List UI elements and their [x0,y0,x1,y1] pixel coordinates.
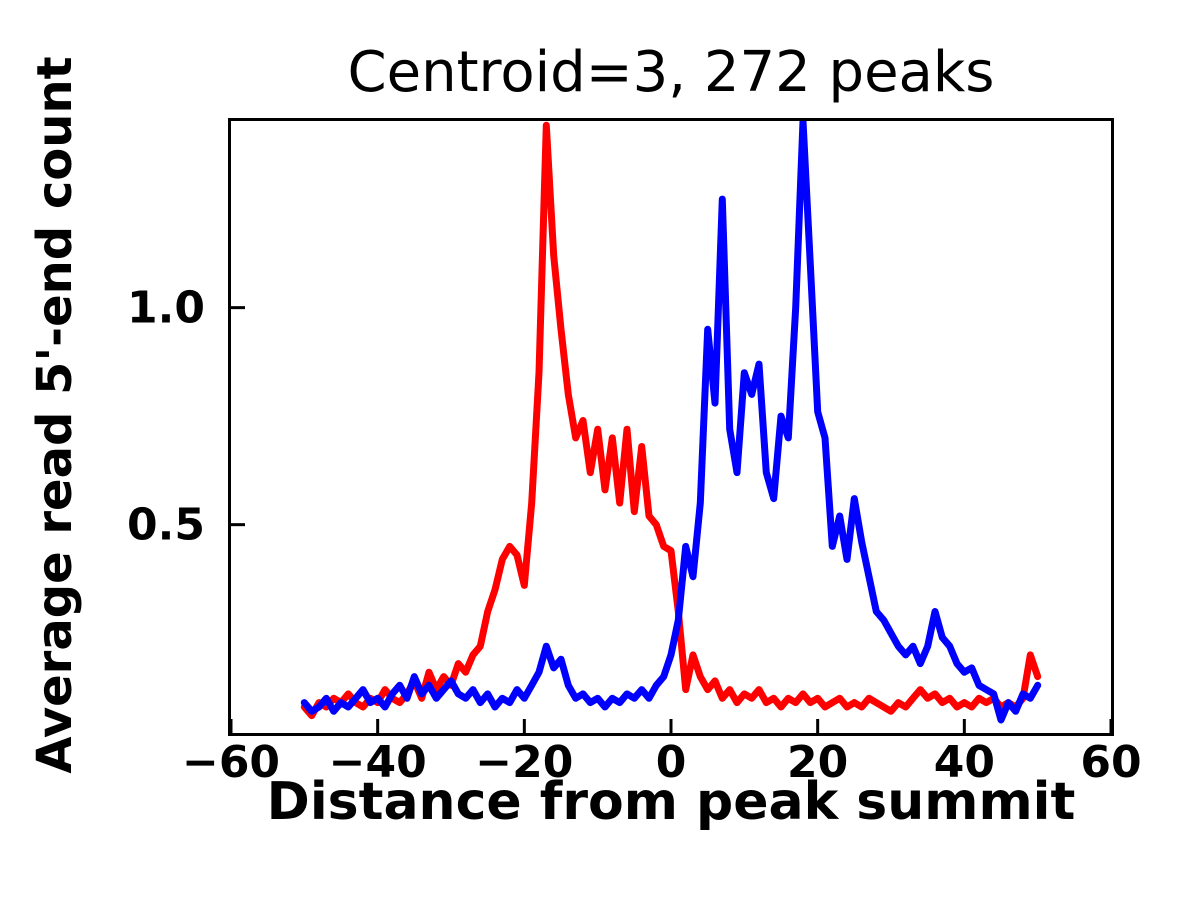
y-tick-label: 1.0 [127,282,205,334]
x-tick-label: 0 [655,737,687,788]
series-forward-strand-line [300,121,1042,720]
x-tick-label: 60 [1080,737,1142,788]
x-tick-label: −60 [181,737,281,788]
y-tick-labels: 0.5 1.0 [0,121,218,733]
x-tick-label: −40 [328,737,427,788]
series-reverse-strand-line [300,121,1042,724]
y-tick-label: 0.5 [127,499,205,551]
x-tick-label: 20 [787,737,849,788]
x-tick-label: −20 [475,737,574,788]
x-tick-label: 40 [933,737,995,788]
plot-area [228,118,1114,736]
plot-svg [231,121,1111,733]
x-tick-labels: −60 −40 −20 0 20 40 60 [182,737,1142,797]
chart-title: Centroid=3, 272 peaks [347,40,995,105]
x-axis-label: Distance from peak summit [266,772,1076,832]
